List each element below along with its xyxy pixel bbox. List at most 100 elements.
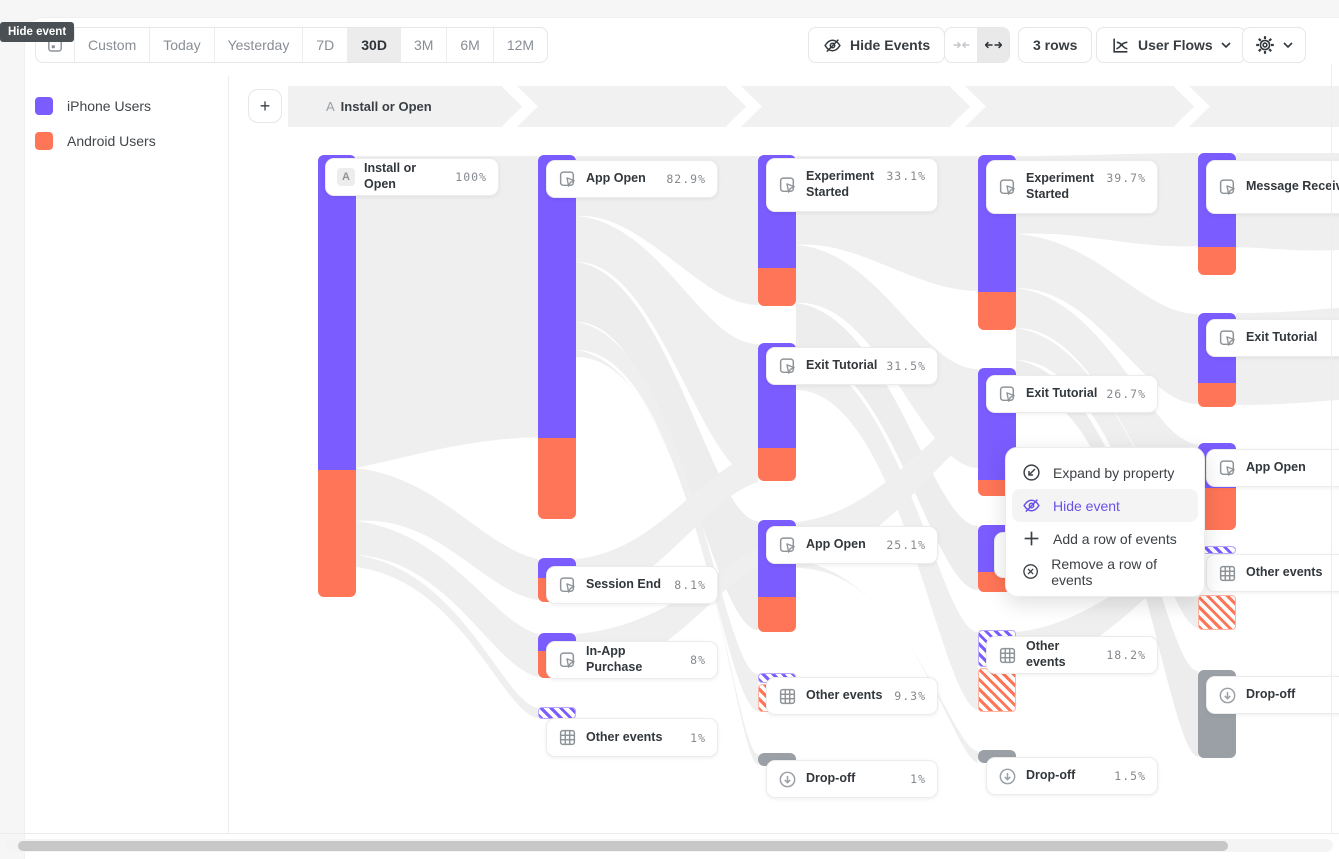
event-card-app-open[interactable]: App Open bbox=[1206, 449, 1339, 487]
event-name: Session End bbox=[586, 577, 662, 592]
event-percent: 31.5% bbox=[886, 359, 926, 373]
event-name: App Open bbox=[806, 537, 866, 552]
menu-item-add-row[interactable]: Add a row of events bbox=[1012, 522, 1198, 555]
flow-bar-iphone[interactable] bbox=[538, 155, 576, 438]
event-percent: 82.9% bbox=[666, 172, 706, 186]
android-users-swatch bbox=[35, 132, 53, 150]
chevron-down-icon bbox=[1221, 41, 1231, 48]
event-card-other-events[interactable]: Other events 1% bbox=[546, 718, 718, 757]
legend-item-iphone-users[interactable]: iPhone Users bbox=[35, 97, 151, 115]
range-3m[interactable]: 3M bbox=[401, 28, 448, 62]
range-12m[interactable]: 12M bbox=[506, 37, 535, 53]
range-today[interactable]: Today bbox=[150, 28, 215, 62]
horizontal-scrollbar[interactable] bbox=[6, 839, 1333, 852]
event-percent: 26.7% bbox=[1106, 387, 1146, 401]
event-card-other-events[interactable]: Other events 18.2% bbox=[986, 636, 1158, 674]
event-name: Drop-off bbox=[1246, 687, 1296, 702]
date-range-control[interactable]: Custom Today Yesterday 7D 30D 3M 6M 12M bbox=[35, 27, 549, 63]
column-width-control[interactable] bbox=[944, 27, 1010, 63]
expand-columns-button[interactable] bbox=[977, 28, 1009, 62]
step-a-label: A Install or Open bbox=[326, 86, 432, 127]
range-yesterday[interactable]: Yesterday bbox=[215, 28, 304, 62]
event-card-app-open[interactable]: App Open 82.9% bbox=[546, 160, 718, 198]
canvas-right-edge bbox=[1331, 64, 1332, 833]
grid-icon bbox=[558, 728, 577, 747]
expand-property-icon bbox=[1023, 464, 1040, 481]
custom-event-icon bbox=[1218, 459, 1237, 478]
legend-item-android-users[interactable]: Android Users bbox=[35, 132, 156, 150]
range-custom[interactable]: Custom bbox=[75, 28, 151, 62]
flow-bar-android[interactable] bbox=[758, 448, 796, 481]
event-card-exit-tutorial[interactable]: Exit Tutorial bbox=[1206, 319, 1339, 357]
event-card-dropoff[interactable]: Drop-off bbox=[1206, 676, 1339, 714]
chevron-down-icon bbox=[1283, 41, 1293, 48]
settings-dropdown[interactable] bbox=[1242, 27, 1306, 63]
menu-item-label: Expand by property bbox=[1053, 464, 1175, 481]
event-name: Drop-off bbox=[1026, 768, 1076, 783]
step-a-badge: A bbox=[337, 168, 355, 186]
flow-bar-android[interactable] bbox=[758, 597, 796, 632]
event-percent: 25.1% bbox=[886, 538, 926, 552]
menu-item-expand-by-property[interactable]: Expand by property bbox=[1012, 456, 1198, 489]
dropoff-icon bbox=[778, 770, 797, 789]
flow-bar-android[interactable] bbox=[1198, 383, 1236, 407]
event-name: Experiment Started bbox=[1026, 171, 1095, 201]
arrows-inward-icon bbox=[953, 41, 969, 49]
custom-event-icon bbox=[1218, 329, 1237, 348]
range-6m[interactable]: 6M bbox=[447, 28, 494, 62]
range-7d[interactable]: 7D bbox=[303, 28, 349, 62]
dropoff-icon bbox=[998, 767, 1017, 786]
gear-icon bbox=[1256, 36, 1274, 54]
legend-panel-divider bbox=[228, 76, 229, 833]
hide-events-button[interactable]: Hide Events bbox=[808, 27, 946, 63]
event-context-menu: Expand by property Hide event Add a row … bbox=[1005, 447, 1205, 597]
iphone-users-swatch bbox=[35, 97, 53, 115]
event-card-session-end[interactable]: Session End 8.1% bbox=[546, 566, 718, 604]
event-card-experiment-started[interactable]: Experiment Started 33.1% bbox=[766, 158, 938, 212]
event-card-in-app-purchase[interactable]: In-App Purchase 8% bbox=[546, 641, 718, 679]
event-name: Other events bbox=[806, 688, 883, 703]
range-30d-selected[interactable]: 30D bbox=[348, 28, 401, 62]
flow-bar-android[interactable] bbox=[978, 292, 1016, 330]
menu-item-remove-row[interactable]: Remove a row of events bbox=[1012, 555, 1198, 588]
view-type-dropdown[interactable]: User Flows bbox=[1096, 27, 1246, 63]
event-card-other-events[interactable]: Other events bbox=[1206, 554, 1339, 592]
event-card-exit-tutorial[interactable]: Exit Tutorial 31.5% bbox=[766, 347, 938, 385]
add-step-button[interactable]: + bbox=[248, 89, 282, 123]
event-name: Message Received bbox=[1246, 179, 1339, 194]
menu-item-label: Hide event bbox=[1053, 497, 1120, 514]
event-percent: 8.1% bbox=[674, 578, 706, 592]
custom-event-icon bbox=[558, 576, 577, 595]
flow-bar-other-events[interactable] bbox=[1198, 595, 1236, 630]
flow-bar-iphone[interactable] bbox=[318, 155, 356, 470]
collapse-columns-button[interactable] bbox=[945, 28, 977, 62]
event-card-app-open[interactable]: App Open 25.1% bbox=[766, 526, 938, 564]
event-card-message-received[interactable]: Message Received bbox=[1206, 160, 1339, 214]
canvas-bottom-edge bbox=[0, 833, 1339, 834]
step-chevron-separators bbox=[502, 86, 1210, 127]
flow-bar-other-events[interactable] bbox=[978, 668, 1016, 712]
event-name: In-App Purchase bbox=[586, 644, 643, 674]
steps-header-bar[interactable]: A Install or Open bbox=[288, 86, 1339, 127]
custom-event-icon bbox=[558, 651, 577, 670]
event-card-install-or-open[interactable]: A Install or Open 100% bbox=[325, 158, 499, 196]
flow-bar-android[interactable] bbox=[538, 438, 576, 519]
horizontal-scrollbar-thumb[interactable] bbox=[18, 840, 1228, 851]
flow-bar-android[interactable] bbox=[1198, 247, 1236, 275]
rows-count-button[interactable]: 3 rows bbox=[1018, 27, 1093, 63]
hide-event-tooltip: Hide event bbox=[0, 22, 75, 42]
event-card-experiment-started[interactable]: Experiment Started 39.7% bbox=[986, 160, 1158, 214]
flow-bar-android[interactable] bbox=[758, 268, 796, 306]
event-card-dropoff[interactable]: Drop-off 1.5% bbox=[986, 757, 1158, 795]
view-type-label: User Flows bbox=[1138, 37, 1213, 53]
event-name: Drop-off bbox=[806, 771, 856, 786]
flows-chart-icon bbox=[1113, 38, 1128, 53]
menu-item-hide-event[interactable]: Hide event bbox=[1012, 489, 1198, 522]
flow-bar-android[interactable] bbox=[318, 470, 356, 597]
event-card-dropoff[interactable]: Drop-off 1% bbox=[766, 760, 938, 798]
event-percent: 33.1% bbox=[886, 169, 926, 183]
grid-icon bbox=[998, 646, 1017, 665]
event-card-other-events[interactable]: Other events 9.3% bbox=[766, 677, 938, 715]
event-card-exit-tutorial[interactable]: Exit Tutorial 26.7% bbox=[986, 375, 1158, 413]
